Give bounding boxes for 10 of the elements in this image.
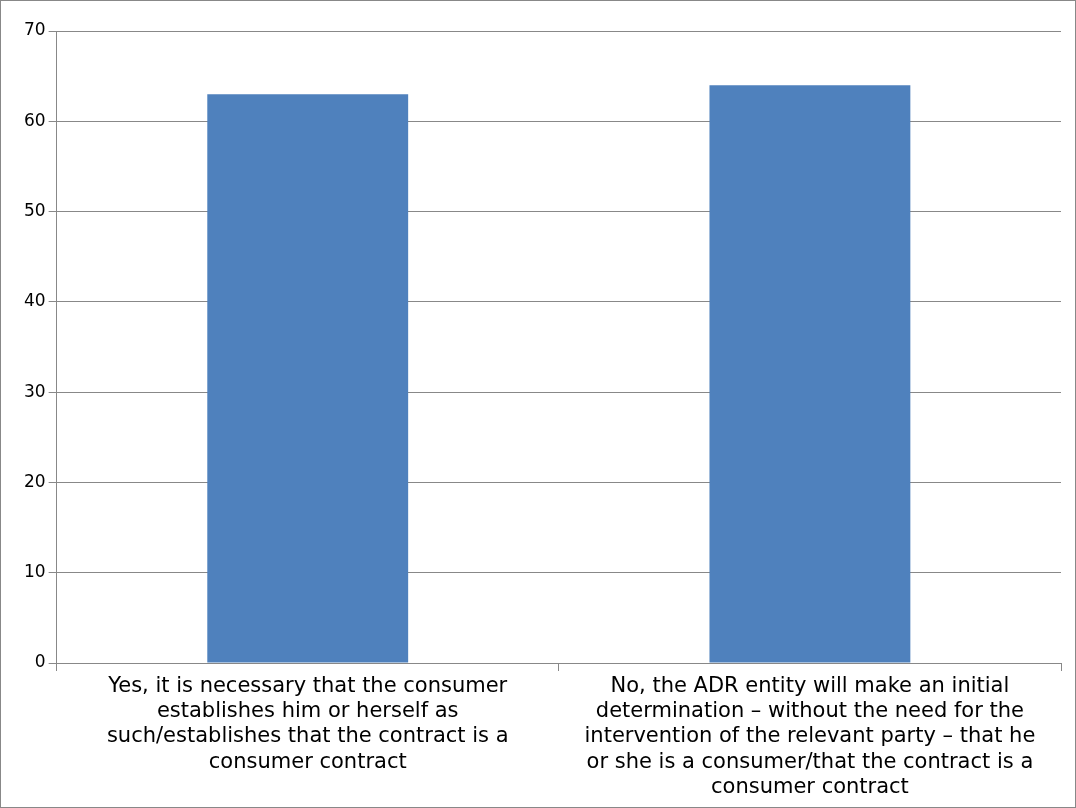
y-tick-label: 30 <box>23 380 46 401</box>
y-tick-label: 60 <box>23 109 46 130</box>
y-tick-label: 40 <box>23 290 46 311</box>
x-tick-label: Yes, it is necessary that the consumer establishes him or herself as such/establishes that the contract is a consumer contract <box>106 673 509 773</box>
y-tick-label: 70 <box>23 19 46 40</box>
y-tick-label: 50 <box>23 199 46 220</box>
x-tick-label: No, the ADR entity will make an initial determination – without the need for the intervention of the relevant party – that he or she is a consumer/that the contract is a consumer contract <box>584 673 1036 798</box>
y-tick-label: 20 <box>23 470 46 491</box>
y-tick-label: 10 <box>23 561 46 582</box>
y-tick-label: 0 <box>34 651 46 672</box>
